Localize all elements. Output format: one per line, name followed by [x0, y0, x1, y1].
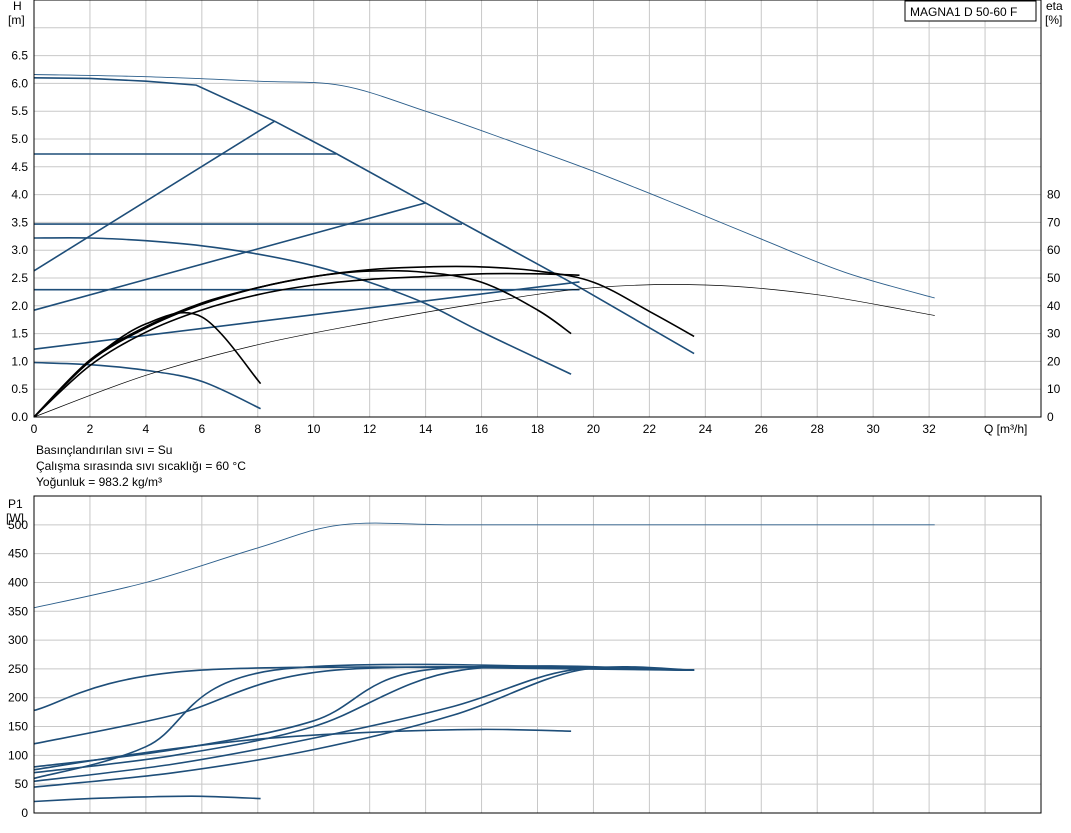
x-tick-label: 0	[31, 422, 38, 436]
p1-tick-label: 200	[8, 691, 28, 705]
efficiency-curve-1	[33, 269, 572, 418]
lower-plot: 0 50 100 150 200 250 300 350 400 450 500 P1 [W]	[6, 495, 1042, 820]
efficiency-curve-3	[33, 272, 580, 418]
h-tick-label: 1.5	[11, 327, 28, 341]
x-tick-label: 20	[587, 422, 601, 436]
eta-tick-label: 50	[1047, 271, 1061, 285]
upper-y-axis-label-line-2: [m]	[8, 13, 25, 27]
power-curve-max-thin-0	[33, 522, 935, 609]
model-label-box	[904, 0, 1037, 22]
power-curve-max-5	[33, 665, 695, 774]
efficiency-curve-2	[33, 311, 262, 418]
upper-ticks: 0 2 4 6 8 10 12 14 16 18 20 22 24 26 28 30 320.00.51.01.…	[11, 49, 1060, 436]
note-density: Yoğunluk = 983.2 kg/m³	[36, 475, 162, 489]
upper-grid	[33, 0, 1042, 418]
note-temperature: Çalışma sırasında sıvı sıcaklığı = 60 °C	[36, 459, 246, 473]
power-curve-max-1	[33, 666, 695, 712]
h-tick-label: 0.0	[11, 410, 28, 424]
x-tick-label: 22	[643, 422, 657, 436]
h-tick-label: 3.5	[11, 215, 28, 229]
eta-tick-label: 60	[1047, 243, 1061, 257]
power-curve-max-3	[33, 665, 695, 745]
head-curve-proportional-pressure-4	[33, 120, 276, 272]
h-tick-label: 4.5	[11, 160, 28, 174]
p1-tick-label: 350	[8, 604, 28, 618]
p1-tick-label: 150	[8, 720, 28, 734]
upper-plot: 0 2 4 6 8 10 12 14 16 18 20 22 24 26 28 30 320.00.51.01.…	[8, 0, 1063, 436]
p1-tick-label: 400	[8, 575, 28, 589]
upper-y2-axis-label-line-1: eta	[1046, 0, 1063, 13]
upper-plot-frame	[33, 0, 1042, 418]
lower-grid	[33, 495, 1042, 814]
x-tick-label: 16	[475, 422, 489, 436]
efficiency-curve-0	[33, 265, 695, 418]
model-label: MAGNA1 D 50-60 F	[910, 5, 1017, 19]
x-tick-label: 12	[363, 422, 377, 436]
liquid-notes: Basınçlandırılan sıvı = Su Çalışma sıras…	[36, 443, 246, 489]
h-tick-label: 5.5	[11, 104, 28, 118]
eta-tick-label: 0	[1047, 410, 1054, 424]
lower-y-axis-label-line-1: P1	[8, 497, 23, 511]
upper-y2-axis-label-line-2: [%]	[1045, 13, 1062, 27]
x-tick-label: 28	[811, 422, 825, 436]
h-tick-label: 6.0	[11, 76, 28, 90]
power-curve-max-7	[33, 666, 695, 783]
x-tick-label: 30	[866, 422, 880, 436]
p1-tick-label: 300	[8, 633, 28, 647]
power-curve-fixed-speed-8	[33, 728, 572, 771]
h-tick-label: 2.0	[11, 299, 28, 313]
efficiency-curve-4	[33, 284, 935, 418]
h-tick-label: 2.5	[11, 271, 28, 285]
lower-plot-frame	[33, 495, 1042, 814]
h-tick-label: 4.0	[11, 188, 28, 202]
p1-tick-label: 250	[8, 662, 28, 676]
eta-tick-label: 80	[1047, 188, 1061, 202]
eta-tick-label: 40	[1047, 299, 1061, 313]
note-liquid: Basınçlandırılan sıvı = Su	[36, 443, 172, 457]
upper-y-axis-label-line-1: H	[13, 0, 22, 13]
h-tick-label: 0.5	[11, 382, 28, 396]
x-tick-label: 2	[87, 422, 94, 436]
p1-tick-label: 500	[8, 518, 28, 532]
x-tick-label: 32	[922, 422, 936, 436]
eta-tick-label: 70	[1047, 215, 1061, 229]
upper-curves	[33, 74, 935, 418]
x-tick-label: 6	[198, 422, 205, 436]
h-tick-label: 3.0	[11, 243, 28, 257]
upper-x-axis-label: Q [m³/h]	[984, 422, 1027, 436]
head-curve-max-thin-9	[33, 74, 935, 299]
eta-tick-label: 30	[1047, 327, 1061, 341]
head-curve-fixed-speed-8	[33, 361, 261, 410]
h-tick-label: 1.0	[11, 354, 28, 368]
x-tick-label: 4	[143, 422, 150, 436]
p1-tick-label: 0	[21, 806, 28, 820]
x-tick-label: 8	[254, 422, 261, 436]
lower-ticks: 0 50 100 150 200 250 300 350 400 450 500	[8, 518, 28, 820]
h-tick-label: 6.5	[11, 49, 28, 63]
h-tick-label: 5.0	[11, 132, 28, 146]
lower-y-axis-label-line-2: [W]	[6, 511, 24, 525]
p1-tick-label: 50	[15, 777, 29, 791]
eta-tick-label: 20	[1047, 354, 1061, 368]
x-tick-label: 10	[307, 422, 321, 436]
power-curve-fixed-speed-9	[33, 795, 261, 803]
x-tick-label: 14	[419, 422, 433, 436]
head-curve-max-0	[33, 77, 695, 355]
eta-tick-label: 10	[1047, 382, 1061, 396]
head-curve-proportional-pressure-5	[33, 202, 426, 311]
x-tick-label: 26	[755, 422, 769, 436]
p1-tick-label: 450	[8, 547, 28, 561]
x-tick-label: 18	[531, 422, 545, 436]
power-curve-max-6	[33, 665, 695, 788]
lower-curves	[33, 522, 935, 803]
p1-tick-label: 100	[8, 748, 28, 762]
x-tick-label: 24	[699, 422, 713, 436]
head-curve-fixed-speed-7	[33, 236, 572, 375]
